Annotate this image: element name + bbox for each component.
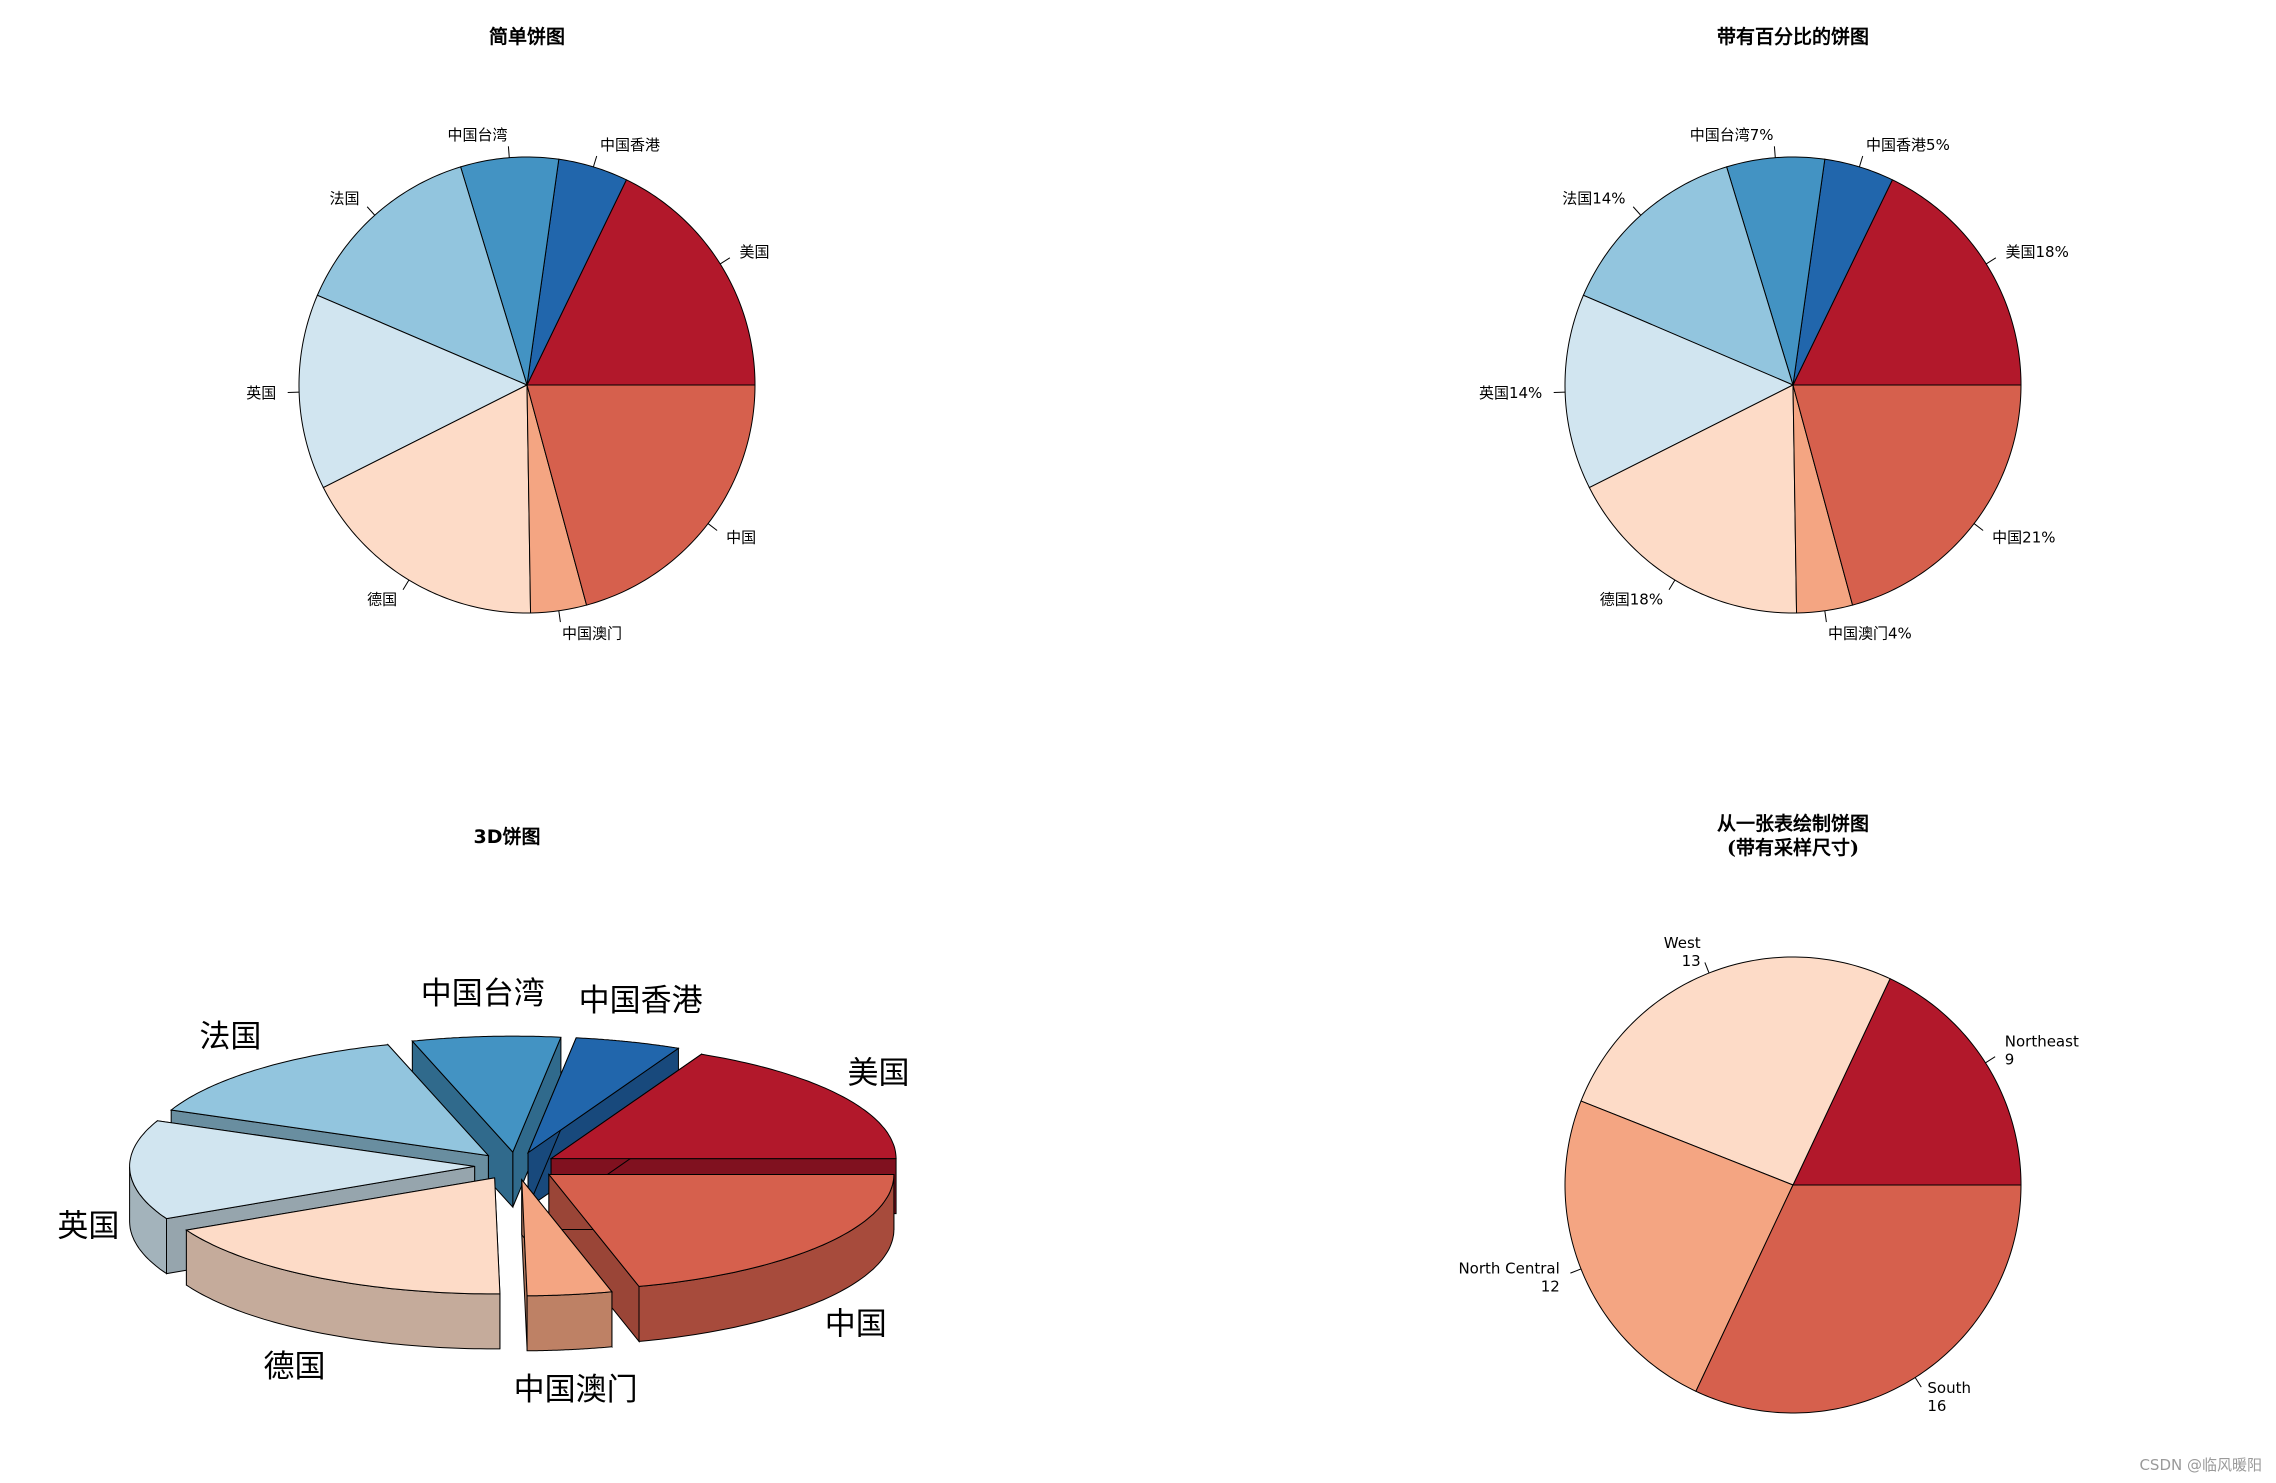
label-tick <box>1858 155 1864 168</box>
label-tick <box>1824 610 1827 623</box>
pie-slice-中国台湾 <box>459 156 560 386</box>
pie3d-slice-中国台湾 <box>411 1035 562 1154</box>
pie-label: 中国 <box>726 528 756 546</box>
pie3d-label: 中国台湾 <box>421 976 545 1012</box>
pie3d-slice-德国 <box>185 1177 501 1295</box>
label-tick <box>719 257 731 265</box>
pie3d-label: 德国 <box>263 1349 325 1385</box>
pie3d-label: 中国香港 <box>579 983 703 1019</box>
label-tick <box>558 610 561 623</box>
label-tick <box>1973 523 1984 531</box>
pie-slice-中国澳门 <box>526 384 588 614</box>
pie-label: West 13 <box>1664 934 1701 970</box>
pie-label: 英国14% <box>1479 384 1542 402</box>
pie-label: 中国台湾7% <box>1690 126 1774 144</box>
label-tick <box>1570 1268 1582 1274</box>
chart-title-table-pie-line2: (带有采样尺寸) <box>1727 836 1859 859</box>
chart-title-simple-pie: 简单饼图 <box>489 25 565 48</box>
pie-label: South 16 <box>1927 1379 1971 1415</box>
label-tick <box>1914 1377 1922 1388</box>
pie-slice-中国21% <box>1792 384 2022 606</box>
pie3d-outer-wall <box>526 1291 613 1352</box>
pie-slice-west-13 <box>1580 956 1891 1186</box>
pie3d-label: 法国 <box>199 1019 261 1055</box>
pie-slice-英国14% <box>1564 294 1795 489</box>
pie-slice-法国 <box>316 166 528 386</box>
pie-slice-法国14% <box>1582 166 1794 386</box>
pie-slice-中国香港 <box>526 158 628 386</box>
pie-label: 中国香港 <box>600 136 660 154</box>
pie3d-slice-英国 <box>129 1120 475 1220</box>
chart-title-percent-pie: 带有百分比的饼图 <box>1717 25 1869 48</box>
pie-label: 英国 <box>246 384 276 402</box>
pie-slice-north-central-12 <box>1564 1100 1794 1392</box>
table-pie-chart: Northeast 9 West 13 North Central 12 South 16 <box>1458 934 2078 1415</box>
label-tick <box>366 206 376 216</box>
pie-label: 法国14% <box>1562 189 1625 207</box>
pie-label: 中国澳门 <box>562 624 622 642</box>
pie-label: North Central 12 <box>1458 1259 1559 1295</box>
pie-label: 美国18% <box>2006 243 2069 261</box>
label-tick <box>1985 1056 1996 1064</box>
label-tick <box>1773 146 1776 158</box>
pie-label: 中国澳门4% <box>1828 624 1912 642</box>
pie3d-slice-中国 <box>547 1174 895 1287</box>
pie-slice-英国 <box>298 294 529 489</box>
label-tick <box>592 155 598 168</box>
label-tick <box>1632 206 1642 216</box>
label-tick <box>1704 962 1710 974</box>
pie-label: 德国 <box>367 591 397 609</box>
pie3d-label: 中国澳门 <box>514 1372 638 1408</box>
pie-slice-中国澳门4% <box>1792 384 1854 614</box>
pie3d-slice-美国 <box>549 1053 897 1160</box>
label-tick <box>1985 257 1997 265</box>
chart-title-table-pie-line1: 从一张表绘制饼图 <box>1717 812 1869 835</box>
pie3d-slice-中国澳门 <box>521 1178 613 1297</box>
pie-label: Northeast 9 <box>2005 1033 2079 1069</box>
label-tick <box>1668 579 1676 591</box>
label-tick <box>402 579 410 591</box>
pie3d-label: 美国 <box>847 1055 909 1091</box>
pie3d-slice-中国香港 <box>526 1037 680 1155</box>
pie-slice-south-16 <box>1695 1184 2022 1414</box>
label-tick <box>507 146 510 158</box>
pie-label: 法国 <box>330 189 360 207</box>
pie-slice-中国台湾7% <box>1725 156 1826 386</box>
pie-label: 德国18% <box>1600 591 1663 609</box>
watermark: CSDN @临风暖阳 <box>2139 1456 2262 1474</box>
pie3d-label: 英国 <box>57 1208 119 1244</box>
pie-label: 中国台湾 <box>448 126 508 144</box>
pie3d-slice-法国 <box>169 1044 490 1157</box>
percent-pie-chart: 美国18% 中国香港5% 中国台湾7% 法国14% 英国14% 德国18% 中国澳门4% 中国… <box>1479 126 2069 642</box>
pie-label: 中国21% <box>1992 528 2055 546</box>
pie-label: 中国香港5% <box>1866 136 1950 154</box>
label-tick <box>707 523 718 531</box>
pie3d-label: 中国 <box>825 1307 887 1343</box>
pie-slice-中国香港5% <box>1792 158 1894 386</box>
pie-label: 美国 <box>740 243 770 261</box>
pie-slice-中国 <box>526 384 756 606</box>
chart-title-3d-pie: 3D饼图 <box>474 825 541 848</box>
